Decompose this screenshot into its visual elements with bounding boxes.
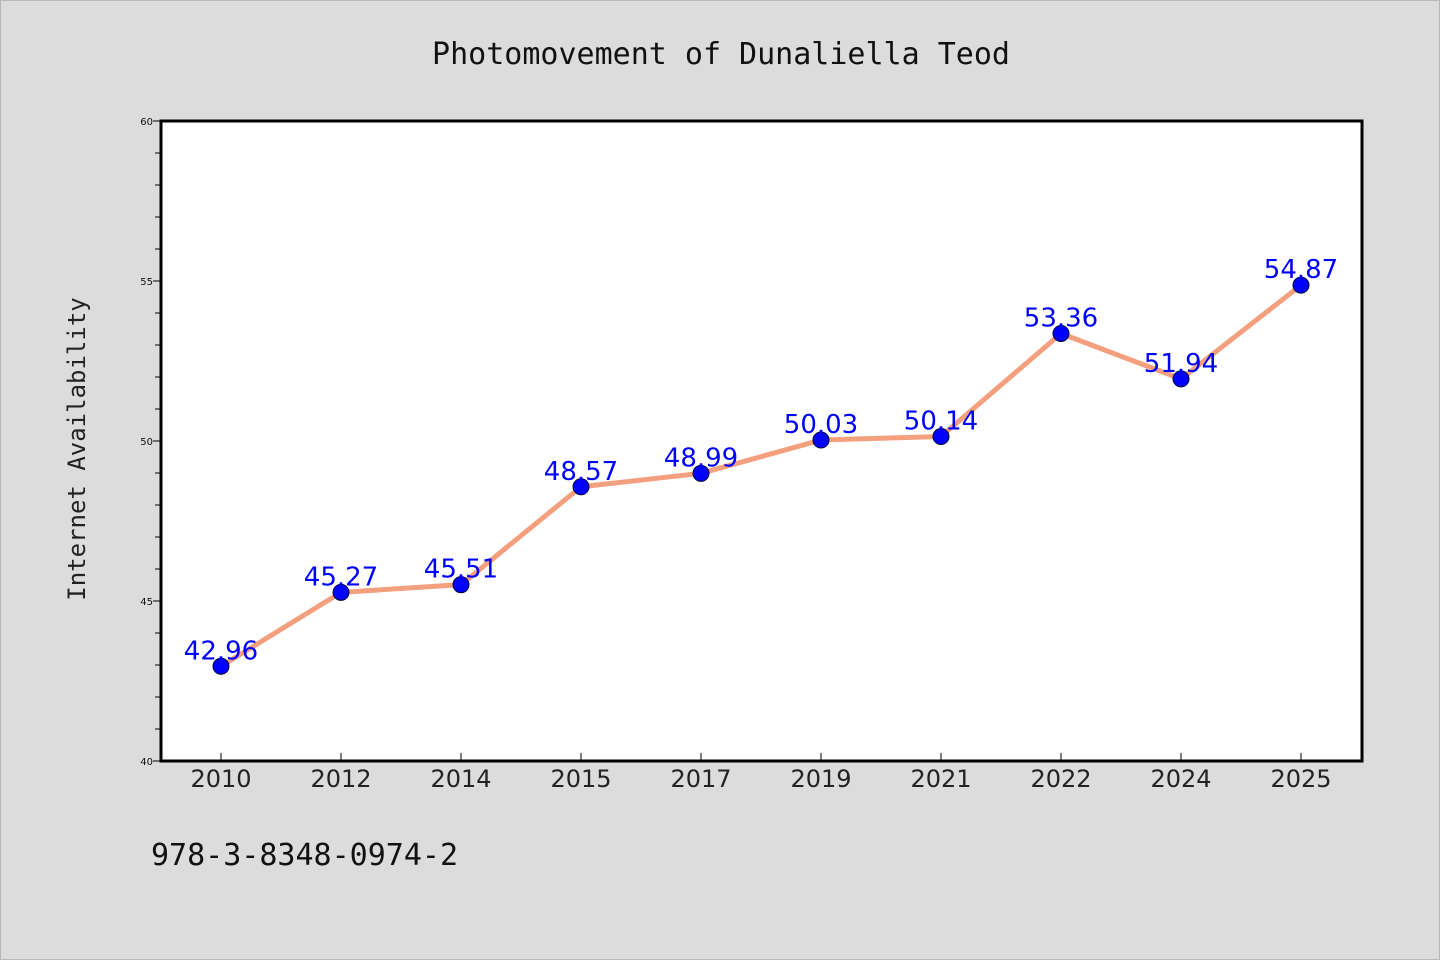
- data-label: 51.94: [1144, 349, 1218, 379]
- x-tick-label: 2015: [550, 765, 611, 793]
- data-point: [1172, 370, 1190, 388]
- data-point: [812, 431, 830, 449]
- data-label: 45.27: [304, 562, 378, 592]
- data-point: [572, 478, 590, 496]
- data-label: 48.57: [544, 457, 618, 487]
- data-point: [1292, 276, 1310, 294]
- data-label: 54.87: [1264, 255, 1338, 285]
- data-label: 53.36: [1024, 303, 1098, 333]
- data-label: 42.96: [184, 636, 258, 666]
- data-point: [932, 428, 950, 446]
- plot-frame: [159, 119, 1364, 763]
- data-label: 48.99: [664, 443, 738, 473]
- x-tick-label: 2010: [190, 765, 251, 793]
- series-layer: 42.96 45.27 45.51 48.57 48.99 50.03 50.14 53.36…: [184, 255, 1338, 675]
- x-tick-label: 2014: [430, 765, 491, 793]
- x-tick-label: 2021: [910, 765, 971, 793]
- y-axis-ticks: 40 45 50 55 60: [140, 117, 161, 768]
- y-tick-label: 45: [140, 597, 153, 608]
- y-tick-label: 60: [140, 117, 153, 128]
- data-label: 50.14: [904, 407, 978, 437]
- data-label: 45.51: [424, 555, 498, 585]
- x-tick-label: 2017: [670, 765, 731, 793]
- y-tick-label: 40: [140, 757, 153, 768]
- data-label: 50.03: [784, 410, 858, 440]
- plot-area: [161, 121, 1362, 761]
- data-point: [332, 583, 350, 601]
- x-tick-label: 2022: [1030, 765, 1091, 793]
- data-point: [1052, 324, 1070, 342]
- x-tick-label: 2025: [1270, 765, 1331, 793]
- y-tick-label: 55: [140, 277, 153, 288]
- data-point: [692, 464, 710, 482]
- series-line: [218, 282, 1304, 669]
- y-tick-label: 50: [140, 437, 153, 448]
- data-point: [212, 657, 230, 675]
- x-tick-label: 2012: [310, 765, 371, 793]
- isbn-text: 978-3-8348-0974-2: [151, 838, 458, 873]
- x-axis-ticks: 2010 2012 2014 2015 2017 2019 2021 2022 2024 2025: [190, 753, 1332, 793]
- y-axis-label: Internet Availability: [63, 297, 91, 600]
- data-point: [452, 576, 470, 594]
- x-tick-label: 2019: [790, 765, 851, 793]
- chart-title: Photomovement of Dunaliella Teod: [432, 37, 1010, 72]
- x-tick-label: 2024: [1150, 765, 1211, 793]
